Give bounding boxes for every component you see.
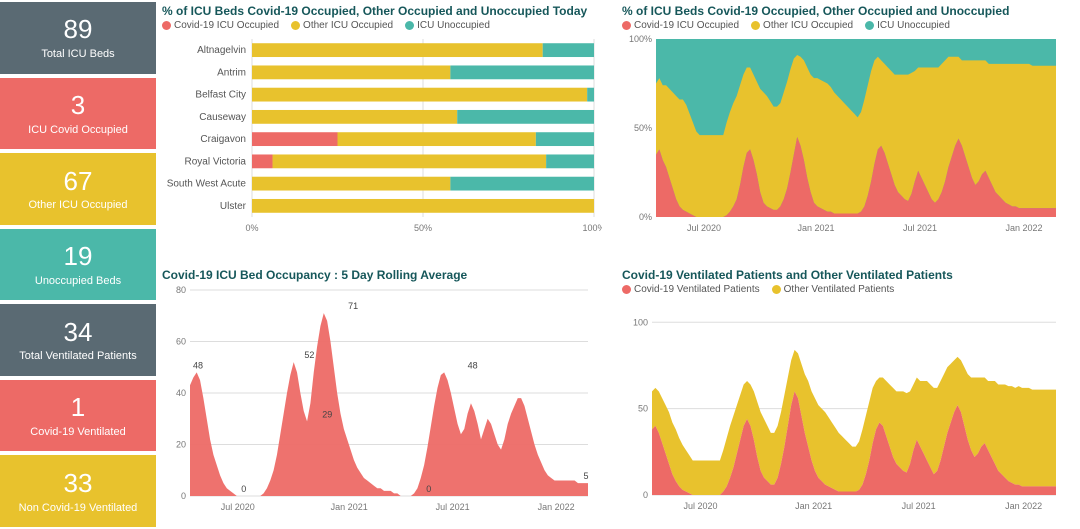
svg-text:Jan 2021: Jan 2021	[797, 223, 834, 233]
legend-icu-today: Covid-19 ICU Occupied Other ICU Occupied I…	[162, 20, 616, 31]
svg-text:Causeway: Causeway	[199, 112, 246, 123]
legend-swatch	[622, 21, 631, 30]
chart-title: Covid-19 ICU Bed Occupancy : 5 Day Rolli…	[162, 268, 616, 282]
svg-text:100%: 100%	[629, 35, 652, 44]
svg-text:48: 48	[468, 360, 478, 370]
chart-title: Covid-19 Ventilated Patients and Other V…	[622, 268, 1076, 282]
svg-text:0%: 0%	[245, 223, 258, 233]
svg-text:60: 60	[176, 336, 186, 346]
panel-ventilated: Covid-19 Ventilated Patients and Other V…	[622, 268, 1076, 526]
chart-title: % of ICU Beds Covid-19 Occupied, Other O…	[622, 4, 1076, 18]
legend-swatch	[751, 21, 760, 30]
metric-value: 67	[64, 167, 93, 196]
svg-text:29: 29	[322, 409, 332, 419]
metric-label: ICU Covid Occupied	[28, 124, 128, 136]
metrics-column: 89 Total ICU Beds 3 ICU Covid Occupied 67 Oth…	[0, 0, 160, 529]
panel-icu-today: % of ICU Beds Covid-19 Occupied, Other O…	[162, 4, 616, 262]
plot-ventilated: 0 50 100 Jul 2020 Jan 2021 Jul 2021 Jan 2022	[622, 299, 1076, 526]
svg-text:5: 5	[584, 471, 589, 481]
metric-tile: 1 Covid-19 Ventilated	[0, 380, 156, 452]
svg-text:Ulster: Ulster	[220, 201, 247, 212]
metric-tile: 67 Other ICU Occupied	[0, 153, 156, 225]
svg-text:Belfast City: Belfast City	[195, 90, 246, 101]
svg-text:Jan 2022: Jan 2022	[1005, 501, 1042, 511]
legend-item: Covid-19 ICU Occupied	[622, 20, 739, 31]
metric-tile: 33 Non Covid-19 Ventilated	[0, 455, 156, 527]
metric-tile: 34 Total Ventilated Patients	[0, 304, 156, 376]
svg-text:Jul 2021: Jul 2021	[903, 223, 937, 233]
svg-text:100%: 100%	[582, 223, 602, 233]
svg-text:Jul 2021: Jul 2021	[436, 502, 470, 512]
chart-title: % of ICU Beds Covid-19 Occupied, Other O…	[162, 4, 616, 18]
svg-text:Altnagelvin: Altnagelvin	[197, 45, 246, 56]
legend-item: Other ICU Occupied	[291, 20, 393, 31]
metric-tile: 3 ICU Covid Occupied	[0, 78, 156, 150]
svg-text:Antrim: Antrim	[217, 67, 246, 78]
legend-ventilated: Covid-19 Ventilated Patients Other Ventil…	[622, 284, 1076, 295]
panel-icu-time: % of ICU Beds Covid-19 Occupied, Other O…	[622, 4, 1076, 262]
legend-swatch	[291, 21, 300, 30]
panel-rolling: Covid-19 ICU Bed Occupancy : 5 Day Rolli…	[162, 268, 616, 526]
svg-text:Jul 2020: Jul 2020	[683, 501, 717, 511]
metric-label: Total Ventilated Patients	[19, 350, 136, 362]
svg-text:Royal Victoria: Royal Victoria	[184, 156, 246, 167]
svg-text:Jan 2021: Jan 2021	[331, 502, 368, 512]
charts-grid: % of ICU Beds Covid-19 Occupied, Other O…	[160, 0, 1080, 529]
svg-text:Jul 2021: Jul 2021	[902, 501, 936, 511]
metric-label: Other ICU Occupied	[28, 199, 127, 211]
legend-item: ICU Unoccupied	[405, 20, 490, 31]
legend-item: ICU Unoccupied	[865, 20, 950, 31]
svg-text:0: 0	[643, 490, 648, 500]
metric-value: 89	[64, 15, 93, 44]
legend-item: Other ICU Occupied	[751, 20, 853, 31]
svg-text:40: 40	[176, 388, 186, 398]
legend-item: Other Ventilated Patients	[772, 284, 895, 295]
metric-label: Non Covid-19 Ventilated	[19, 502, 138, 514]
svg-text:50%: 50%	[634, 123, 652, 133]
svg-text:0%: 0%	[639, 212, 652, 222]
svg-text:52: 52	[304, 350, 314, 360]
svg-text:Jan 2022: Jan 2022	[538, 502, 575, 512]
svg-text:0: 0	[426, 484, 431, 494]
metric-tile: 19 Unoccupied Beds	[0, 229, 156, 301]
svg-text:0: 0	[241, 484, 246, 494]
svg-text:80: 80	[176, 285, 186, 295]
metric-tile: 89 Total ICU Beds	[0, 2, 156, 74]
legend-swatch	[405, 21, 414, 30]
svg-text:71: 71	[348, 301, 358, 311]
svg-text:48: 48	[193, 360, 203, 370]
legend-swatch	[865, 21, 874, 30]
metric-value: 34	[64, 318, 93, 347]
svg-text:Jan 2021: Jan 2021	[795, 501, 832, 511]
svg-text:Craigavon: Craigavon	[200, 134, 246, 145]
svg-text:South West Acute: South West Acute	[167, 179, 247, 190]
legend-swatch	[162, 21, 171, 30]
metric-label: Covid-19 Ventilated	[30, 426, 125, 438]
svg-text:Jul 2020: Jul 2020	[687, 223, 721, 233]
svg-text:50: 50	[638, 403, 648, 413]
metric-label: Total ICU Beds	[41, 48, 114, 60]
svg-text:0: 0	[181, 491, 186, 501]
metric-value: 33	[64, 469, 93, 498]
legend-icu-time: Covid-19 ICU Occupied Other ICU Occupied I…	[622, 20, 1076, 31]
metric-value: 1	[71, 393, 85, 422]
metric-label: Unoccupied Beds	[35, 275, 121, 287]
plot-rolling: 0 20 40 60 80 48 0 52 29 71 0 48 5 Jul 2020 Jan 2021 Ju…	[162, 284, 616, 526]
metric-value: 3	[71, 91, 85, 120]
legend-item: Covid-19 ICU Occupied	[162, 20, 279, 31]
plot-icu-time: 0% 50% 100% Jul 2020 Jan 2021 Jul 2021 Jan 202…	[622, 35, 1076, 262]
plot-icu-today: 0% 50% 100% Altnagelvin Antrim Belfast City Ca…	[162, 35, 616, 262]
svg-text:Jul 2020: Jul 2020	[221, 502, 255, 512]
svg-text:20: 20	[176, 439, 186, 449]
svg-text:50%: 50%	[414, 223, 432, 233]
legend-swatch	[772, 285, 781, 294]
svg-text:Jan 2022: Jan 2022	[1005, 223, 1042, 233]
legend-item: Covid-19 Ventilated Patients	[622, 284, 760, 295]
metric-value: 19	[64, 242, 93, 271]
svg-text:100: 100	[633, 317, 648, 327]
legend-swatch	[622, 285, 631, 294]
dashboard: 89 Total ICU Beds 3 ICU Covid Occupied 67 Oth…	[0, 0, 1080, 529]
